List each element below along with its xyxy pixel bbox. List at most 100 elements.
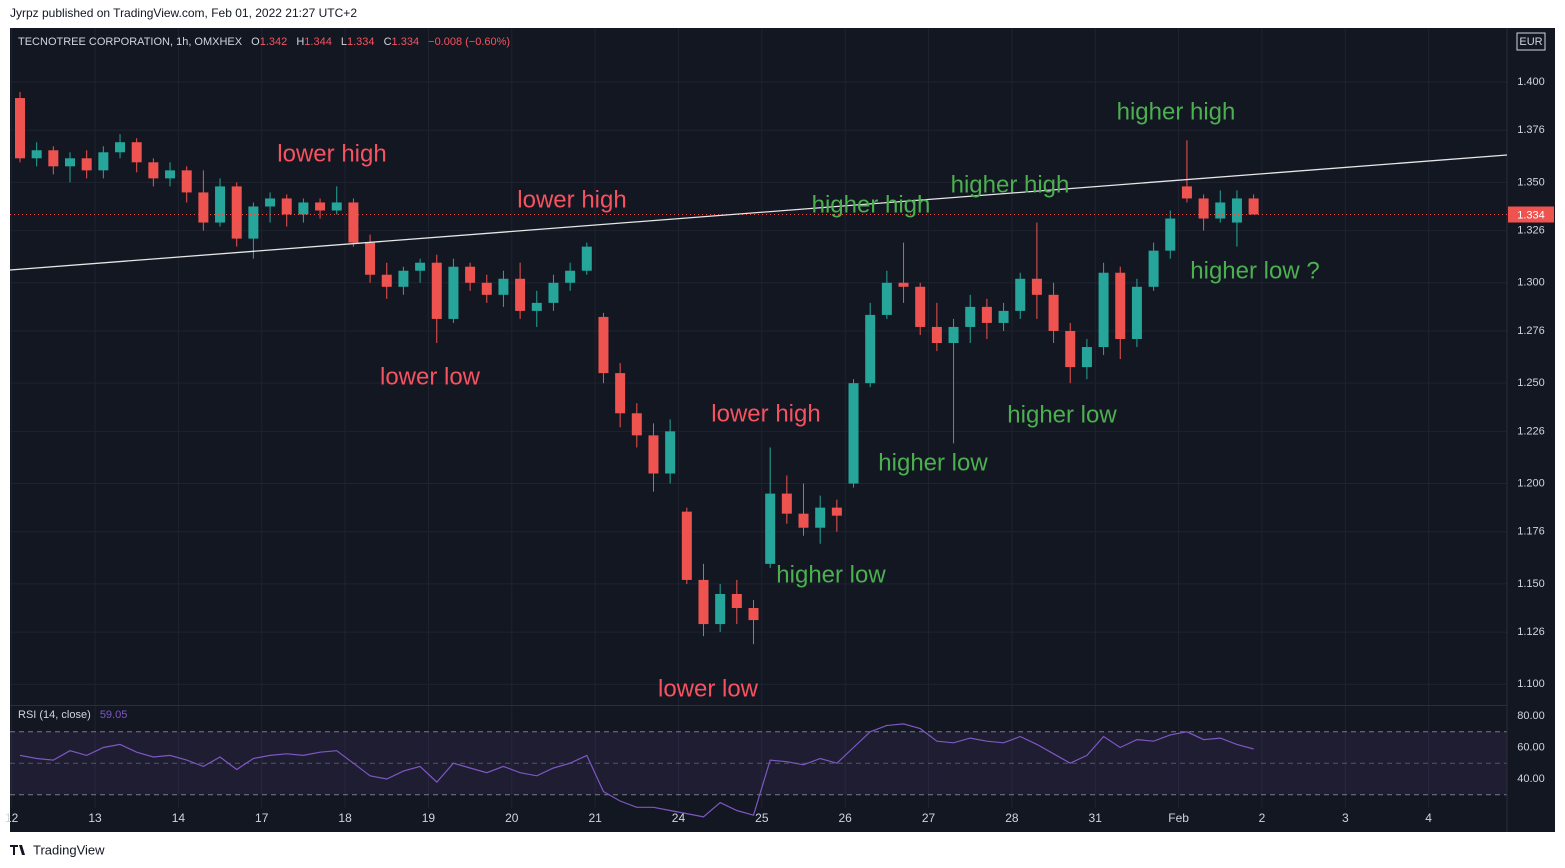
annotation: lower high: [517, 186, 626, 213]
x-tick-label: 4: [1425, 811, 1432, 825]
y-tick-label: 1.150: [1517, 578, 1545, 590]
x-tick-label: 28: [1005, 811, 1019, 825]
candle-body: [598, 316, 609, 374]
annotation: higher low: [776, 561, 886, 588]
candle-body: [1081, 347, 1092, 368]
candle-body: [1148, 250, 1159, 287]
candle-body: [581, 246, 592, 271]
grid: [10, 28, 1507, 808]
rsi-line: [19, 723, 1254, 818]
legend-close: 1.334: [392, 36, 420, 48]
candle-body: [531, 302, 542, 311]
candle-body: [131, 142, 142, 163]
candle-body: [448, 266, 459, 319]
candle-body: [931, 326, 942, 344]
x-tick-label: 18: [338, 811, 352, 825]
annotation: lower low: [658, 675, 759, 702]
x-tick-label: 3: [1342, 811, 1349, 825]
candle-body: [815, 507, 826, 528]
annotation: higher low ?: [1190, 257, 1319, 284]
candle-body: [398, 270, 409, 287]
candle-body: [948, 326, 959, 344]
y-tick-label: 1.400: [1517, 76, 1545, 88]
candle-body: [265, 198, 276, 207]
y-tick-label: 1.100: [1517, 678, 1545, 690]
legend-title: TECNOTREE CORPORATION, 1h, OMXHEX: [18, 36, 243, 48]
rsi-tick-label: 40.00: [1517, 773, 1545, 785]
legend-high: 1.344: [304, 36, 332, 48]
y-tick-label: 1.300: [1517, 277, 1545, 289]
candle-body: [248, 206, 259, 239]
y-tick-label: 1.250: [1517, 377, 1545, 389]
candle-body: [1215, 202, 1226, 219]
candle-body: [348, 202, 359, 243]
candle-body: [465, 266, 476, 283]
annotation: higher high: [951, 171, 1070, 198]
legend-o: O: [251, 36, 260, 48]
candle-body: [81, 158, 92, 171]
candle-body: [1115, 272, 1126, 339]
candle-body: [315, 202, 326, 211]
candle-body: [481, 282, 492, 295]
trendline: [9, 154, 1508, 271]
y-tick-label: 1.200: [1517, 477, 1545, 489]
y-tick-label: 1.126: [1517, 626, 1545, 638]
candle-body: [848, 383, 859, 484]
candle-body: [781, 493, 792, 514]
footer-logo: TradingView: [10, 842, 105, 857]
marks: [10, 92, 1507, 818]
legend-change: −0.008 (−0.60%): [428, 36, 510, 48]
y-tick-label: 1.226: [1517, 425, 1545, 437]
legend-low: 1.334: [347, 36, 375, 48]
x-tick-label: 14: [172, 811, 186, 825]
candle-body: [181, 170, 192, 193]
candle-body: [665, 431, 676, 474]
annotation: higher high: [812, 191, 931, 218]
candle-body: [215, 186, 226, 223]
x-tick-label: 31: [1089, 811, 1103, 825]
candle-body: [1048, 294, 1059, 331]
y-tick-label: 1.276: [1517, 325, 1545, 337]
candle-body: [798, 513, 809, 528]
candle-body: [365, 242, 376, 275]
candle-body: [1165, 218, 1176, 251]
x-tick-label: 21: [588, 811, 602, 825]
candle-body: [1248, 198, 1259, 215]
x-tick-label: 17: [255, 811, 269, 825]
candle-body: [748, 608, 759, 621]
candle-body: [165, 170, 176, 179]
candle-body: [48, 150, 59, 167]
annotation: higher low: [878, 449, 988, 476]
candle-body: [648, 435, 659, 474]
candle-body: [298, 202, 309, 215]
candle-body: [881, 282, 892, 315]
candle-body: [115, 142, 126, 153]
candle-body: [865, 314, 876, 384]
x-tick-label: 20: [505, 811, 519, 825]
legend-c: C: [384, 36, 392, 48]
candle-body: [231, 186, 242, 239]
annotation: lower high: [711, 400, 820, 427]
candle-body: [1065, 330, 1076, 368]
labels: 12 13 14 17 18 19 20 21 24 25 26 27 28 31 Feb 2 3 4 1.100 1…: [5, 76, 1554, 825]
candle-body: [15, 98, 26, 159]
candle-body: [681, 511, 692, 580]
rsi-tick-label: 60.00: [1517, 741, 1545, 753]
candle-body: [715, 593, 726, 625]
currency: EUR: [1519, 36, 1542, 48]
chart-background: [10, 28, 1555, 832]
candle-body: [415, 262, 426, 271]
rsi-title: RSI (14, close): [18, 709, 91, 721]
last-price-tag: [1508, 206, 1554, 223]
legend-open: 1.342: [260, 36, 288, 48]
candle-body: [631, 413, 642, 436]
candle-body: [148, 162, 159, 179]
candle-body: [331, 202, 342, 211]
candle-body: [831, 507, 842, 516]
candle-body: [915, 286, 926, 327]
candle-body: [31, 150, 42, 159]
candle-body: [698, 579, 709, 625]
candle-body: [548, 282, 559, 303]
x-tick-label: 24: [672, 811, 686, 825]
candle-body: [381, 274, 392, 287]
